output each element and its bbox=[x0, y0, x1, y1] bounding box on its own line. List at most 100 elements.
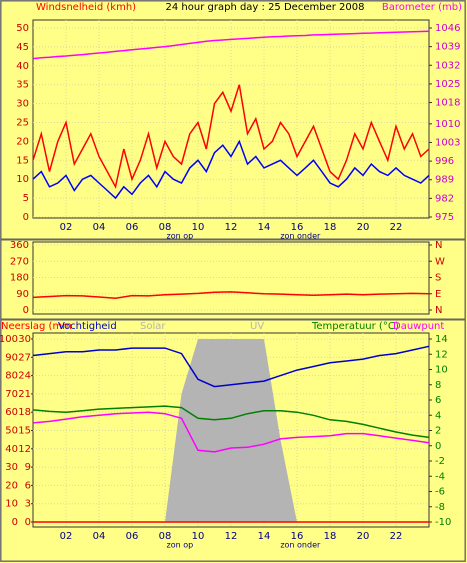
legend-entry: Neerslag (mm bbox=[1, 321, 72, 332]
y2-tick-label: 989 bbox=[435, 175, 454, 186]
y2-tick-label: 1018 bbox=[435, 98, 460, 109]
y-tick-label: 10 bbox=[16, 174, 29, 185]
y-tick-label: 0 bbox=[12, 517, 18, 528]
y-tick-label: 50 bbox=[5, 426, 18, 437]
x-tick-label: 12 bbox=[225, 222, 238, 233]
uv-label: UV bbox=[250, 321, 264, 332]
legend-entry: Vochtigheid bbox=[58, 321, 117, 332]
x-tick-label: 16 bbox=[291, 222, 304, 233]
y-tick-label: 30 bbox=[16, 99, 29, 110]
x-tick-label: 22 bbox=[390, 222, 403, 233]
y3-tick-label: 6 bbox=[25, 480, 31, 491]
series-line bbox=[32, 139, 430, 200]
x-tick-label: 06 bbox=[126, 531, 139, 542]
y-tick-label: 70 bbox=[5, 389, 18, 400]
x-tick-label: 08 bbox=[159, 531, 172, 542]
y2-tick-label: 6 bbox=[435, 395, 441, 406]
y-tick-label: 100 bbox=[0, 334, 18, 345]
y3-tick-label: 3 bbox=[25, 499, 31, 510]
y-tick-label: 80 bbox=[5, 371, 18, 382]
y-tick-label: 360 bbox=[10, 240, 29, 251]
y-tick-label: 0 bbox=[23, 212, 29, 223]
y-tick-label: 15 bbox=[16, 155, 29, 166]
y2-tick-label: N bbox=[435, 305, 442, 316]
y2-tick-label: 1039 bbox=[435, 42, 460, 53]
x-tick-label: 16 bbox=[291, 531, 304, 542]
x-tick-label: 10 bbox=[192, 531, 205, 542]
y2-tick-label: 1003 bbox=[435, 137, 460, 148]
x-tick-label: 04 bbox=[93, 531, 106, 542]
series-line bbox=[32, 291, 430, 300]
y-tick-label: 20 bbox=[5, 480, 18, 491]
y-tick-label: 25 bbox=[16, 118, 29, 129]
y2-tick-label: -10 bbox=[435, 517, 451, 528]
y-tick-label: 0 bbox=[23, 305, 29, 316]
y2-tick-label: 4 bbox=[435, 410, 441, 421]
y2-tick-label: 14 bbox=[435, 334, 448, 345]
y3-tick-label: 12 bbox=[18, 444, 31, 455]
y2-tick-label: 8 bbox=[435, 380, 441, 391]
x-tick-label: 04 bbox=[93, 222, 106, 233]
series-line bbox=[32, 345, 430, 388]
x-tick-label: 20 bbox=[357, 531, 370, 542]
series-line bbox=[32, 30, 430, 60]
y-tick-label: 20 bbox=[16, 136, 29, 147]
y-tick-label: 5 bbox=[23, 193, 29, 204]
y3-tick-label: 18 bbox=[18, 407, 31, 418]
y-tick-label: 180 bbox=[10, 273, 29, 284]
y-tick-label: 270 bbox=[10, 256, 29, 267]
x-tick-label: 12 bbox=[225, 531, 238, 542]
series-line bbox=[32, 411, 430, 453]
y-tick-label: 35 bbox=[16, 80, 29, 91]
y2-tick-label: 1010 bbox=[435, 119, 460, 130]
y2-tick-label: 1046 bbox=[435, 23, 460, 34]
y2-tick-label: N bbox=[435, 240, 442, 251]
y2-tick-label: S bbox=[435, 273, 441, 284]
y2-tick-label: 10 bbox=[435, 365, 448, 376]
y-tick-label: 90 bbox=[16, 289, 29, 300]
y2-tick-label: 1025 bbox=[435, 79, 460, 90]
y2-tick-label: -2 bbox=[435, 456, 445, 467]
x-tick-label: 08 bbox=[159, 222, 172, 233]
y2-tick-label: 0 bbox=[435, 441, 441, 452]
y3-tick-label: 0 bbox=[25, 517, 31, 528]
legend-entry: Barometer (mb) bbox=[382, 2, 462, 13]
y-tick-label: 40 bbox=[16, 61, 29, 72]
y2-tick-label: -8 bbox=[435, 502, 445, 513]
x-tick-label: 06 bbox=[126, 222, 139, 233]
x-tick-label: 02 bbox=[60, 222, 73, 233]
legend-entry: Dauwpunt bbox=[393, 321, 444, 332]
y3-tick-label: 21 bbox=[18, 389, 31, 400]
y2-tick-label: 12 bbox=[435, 349, 448, 360]
sun-annotation: zon onder bbox=[280, 541, 321, 550]
sun-annotation: zon op bbox=[167, 232, 194, 241]
panel-frame bbox=[0, 0, 466, 240]
sun-annotation: zon op bbox=[167, 541, 194, 550]
y2-tick-label: E bbox=[435, 289, 441, 300]
legend-entry: Windsnelheid (kmh) bbox=[36, 2, 136, 13]
x-tick-label: 18 bbox=[324, 531, 337, 542]
y-tick-label: 45 bbox=[16, 42, 29, 53]
y2-tick-label: -6 bbox=[435, 487, 445, 498]
y2-tick-label: 1032 bbox=[435, 60, 460, 71]
x-tick-label: 18 bbox=[324, 222, 337, 233]
x-tick-label: 20 bbox=[357, 222, 370, 233]
chart-title: 24 hour graph day : 25 December 2008 bbox=[166, 2, 365, 13]
y3-tick-label: 30 bbox=[18, 334, 31, 345]
y2-tick-label: 975 bbox=[435, 212, 454, 223]
y-tick-label: 10 bbox=[5, 499, 18, 510]
y-tick-label: 60 bbox=[5, 407, 18, 418]
y2-tick-label: -4 bbox=[435, 471, 445, 482]
y3-tick-label: 9 bbox=[25, 462, 31, 473]
panel-frame bbox=[0, 319, 466, 562]
y-tick-label: 90 bbox=[5, 352, 18, 363]
y2-tick-label: W bbox=[435, 256, 445, 267]
panel-frame bbox=[0, 239, 466, 320]
legend-entry: Solar bbox=[140, 321, 166, 332]
sun-annotation: zon onder bbox=[280, 232, 321, 241]
legend-entry: Temperatuur (°C) bbox=[311, 321, 399, 332]
x-tick-label: 14 bbox=[258, 222, 271, 233]
solar-area bbox=[33, 339, 429, 522]
